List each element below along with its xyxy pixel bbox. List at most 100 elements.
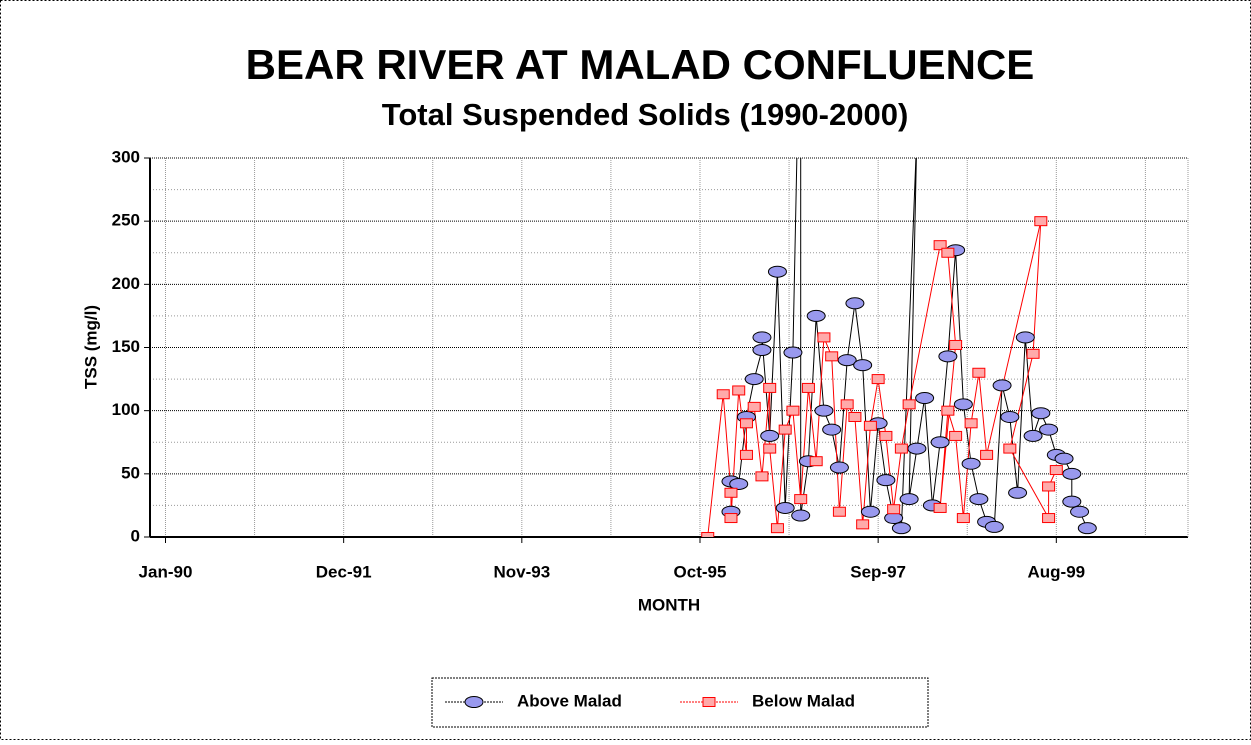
marker <box>899 493 919 506</box>
marker <box>933 240 947 251</box>
marker <box>871 374 885 385</box>
x-tick-label: Aug-99 <box>1028 562 1086 581</box>
marker <box>845 297 865 310</box>
marker <box>894 443 908 454</box>
marker <box>863 420 877 431</box>
marker <box>941 405 955 416</box>
marker <box>801 382 815 393</box>
marker <box>763 443 777 454</box>
marker <box>915 392 935 405</box>
y-tick-label: 0 <box>131 526 140 545</box>
x-axis-label: MONTH <box>638 595 700 614</box>
marker <box>876 474 896 487</box>
marker <box>949 339 963 350</box>
marker <box>1070 505 1090 518</box>
marker <box>992 379 1012 392</box>
x-tick-label: Sep-97 <box>850 562 906 581</box>
marker <box>701 532 715 537</box>
marker <box>747 401 761 412</box>
marker <box>853 359 873 372</box>
marker <box>1042 481 1056 492</box>
x-tick-label: Oct-95 <box>674 562 727 581</box>
y-tick-label: 300 <box>112 147 140 166</box>
marker <box>794 494 808 505</box>
marker <box>856 519 870 530</box>
marker <box>1008 486 1028 499</box>
marker <box>1034 216 1048 227</box>
marker <box>956 513 970 524</box>
marker <box>1003 443 1017 454</box>
marker <box>702 697 716 707</box>
marker <box>902 399 916 410</box>
y-axis-label: TSS (mg/l) <box>81 305 100 389</box>
marker <box>879 430 893 441</box>
marker <box>767 265 787 278</box>
marker <box>860 505 880 518</box>
marker <box>732 385 746 396</box>
y-tick-label: 150 <box>112 337 140 356</box>
marker <box>1077 522 1097 535</box>
marker <box>964 418 978 429</box>
marker <box>953 398 973 411</box>
marker <box>814 404 834 417</box>
marker <box>825 351 839 362</box>
y-tick-label: 50 <box>121 463 140 482</box>
marker <box>809 456 823 467</box>
marker <box>775 501 795 514</box>
marker <box>755 471 769 482</box>
marker <box>739 449 753 460</box>
marker <box>1023 429 1043 442</box>
marker <box>744 373 764 386</box>
marker <box>829 461 849 474</box>
y-tick-label: 200 <box>112 274 140 293</box>
marker <box>464 696 484 708</box>
marker <box>791 509 811 522</box>
marker <box>1031 407 1051 420</box>
marker <box>832 506 846 517</box>
marker <box>1026 348 1040 359</box>
marker <box>969 493 989 506</box>
marker <box>1039 423 1059 436</box>
marker <box>887 504 901 515</box>
marker <box>724 487 738 498</box>
marker <box>1054 452 1074 465</box>
marker <box>840 399 854 410</box>
y-tick-label: 250 <box>112 211 140 230</box>
marker <box>891 522 911 535</box>
chart-title: BEAR RIVER AT MALAD CONFLUENCE <box>246 41 1035 88</box>
marker <box>739 418 753 429</box>
marker <box>933 502 947 513</box>
legend-label: Below Malad <box>752 691 855 710</box>
marker <box>1062 495 1082 508</box>
marker <box>770 523 784 534</box>
marker <box>724 513 738 524</box>
marker <box>972 367 986 378</box>
marker <box>1062 467 1082 480</box>
marker <box>763 382 777 393</box>
marker <box>806 309 826 322</box>
series-line <box>730 158 1088 530</box>
marker <box>1000 410 1020 423</box>
marker <box>729 477 749 490</box>
marker <box>778 424 792 435</box>
marker <box>941 247 955 258</box>
marker <box>752 331 772 344</box>
marker <box>817 332 831 343</box>
x-tick-label: Nov-93 <box>493 562 550 581</box>
marker <box>1015 331 1035 344</box>
marker <box>752 344 772 357</box>
plot-area <box>701 158 1097 537</box>
marker <box>961 457 981 470</box>
marker <box>938 350 958 363</box>
marker <box>949 430 963 441</box>
marker <box>716 389 730 400</box>
x-tick-label: Jan-90 <box>139 562 193 581</box>
marker <box>907 442 927 455</box>
marker <box>930 436 950 449</box>
y-tick-label: 100 <box>112 400 140 419</box>
marker <box>783 346 803 359</box>
marker <box>1042 513 1056 524</box>
marker <box>984 520 1004 533</box>
x-tick-label: Dec-91 <box>316 562 372 581</box>
